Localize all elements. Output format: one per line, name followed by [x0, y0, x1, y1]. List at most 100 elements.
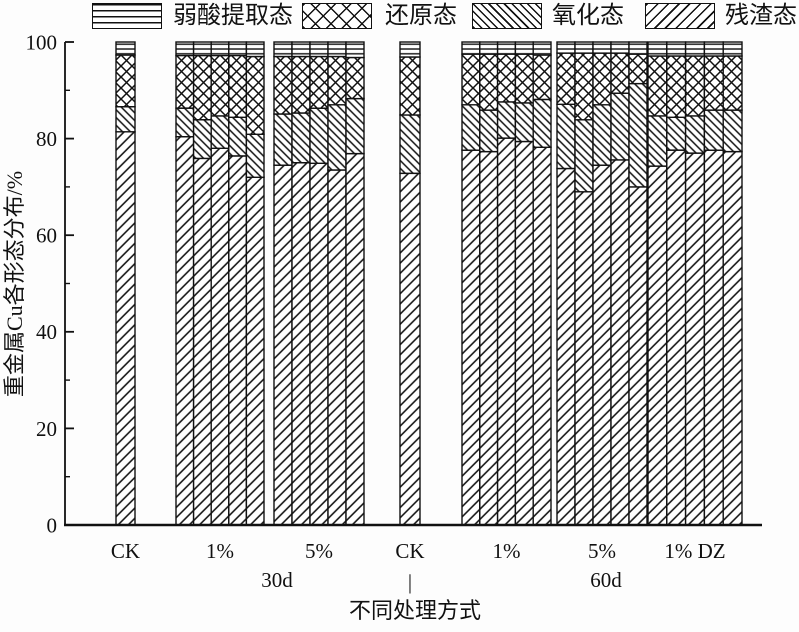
bar-segment-weak_acid [496, 41, 517, 55]
bar-segment-oxidizable [228, 116, 248, 157]
y-tick-label: 80 [36, 127, 57, 151]
bar-segment-reducible [245, 55, 265, 136]
bar-segment-oxidizable [192, 119, 212, 160]
bar-segment-residual [574, 190, 594, 526]
bar-segment-residual [592, 164, 612, 526]
bar-segment-reducible [273, 55, 293, 115]
bar-segment-reducible [327, 55, 347, 106]
legend-label-oxidizable: 氧化态 [552, 3, 624, 29]
bar-segment-weak_acid [532, 41, 552, 56]
bar-segment-reducible [479, 53, 499, 111]
bar-segment-oxidizable [684, 115, 706, 154]
bar-segment-residual [628, 186, 648, 526]
bar-segment-weak_acid [461, 41, 481, 55]
bar-segment-oxidizable [610, 92, 630, 161]
period-label: 30d [261, 568, 293, 592]
bar-segment-reducible [228, 54, 248, 118]
axes-layer: CK 1% 5% CK 1% 5% 1% DZ 0 20 40 60 80 100 30d 60d [26, 30, 762, 592]
bar-segment-reducible [115, 54, 136, 108]
bar-segment-weak_acid [479, 41, 499, 55]
bar-segment-residual [309, 162, 329, 526]
bar-segment-residual [245, 176, 265, 526]
bar-segment-oxidizable [479, 109, 499, 153]
bar-segment-reducible [556, 52, 576, 105]
bar-segment-oxidizable [628, 82, 648, 188]
bar-segment-residual [532, 146, 552, 526]
bar-segment-reducible [666, 55, 687, 118]
bar-segment-reducible [722, 55, 743, 111]
bar-segment-residual [666, 149, 687, 526]
bar-segment-weak_acid [399, 41, 421, 58]
bar-segment-weak_acid [556, 41, 576, 54]
bar-segment-residual [291, 162, 311, 526]
bar-segment-oxidizable [666, 116, 687, 151]
bar-segment-residual [461, 149, 481, 526]
bar-segment-residual [479, 150, 499, 526]
x-axis-title: 不同处理方式 [349, 598, 481, 623]
bar-segment-residual [610, 159, 630, 526]
bar-segment-reducible [514, 53, 534, 104]
bar-segment-reducible [647, 55, 668, 117]
bar-segment-oxidizable [496, 101, 517, 139]
bar-segment-residual [703, 149, 724, 526]
bar-segment-reducible [496, 53, 517, 103]
legend-label-weak_acid: 弱酸提取态 [173, 3, 293, 29]
bar-segment-weak_acid [228, 41, 248, 57]
y-tick-label: 40 [36, 320, 57, 344]
bar-segment-weak_acid [628, 41, 648, 55]
axis-center-marker: | [408, 570, 412, 594]
bar-segment-residual [722, 150, 743, 526]
bar-segment-residual [556, 167, 576, 526]
bar-segment-residual [647, 165, 668, 526]
bar-segment-reducible [574, 52, 594, 121]
bar-segment-residual [496, 137, 517, 526]
bar-segment-oxidizable [245, 133, 265, 179]
bar-segment-reducible [703, 55, 724, 111]
bar-segment-residual [399, 172, 421, 526]
x-group-label: 1% [206, 539, 234, 563]
bar-segment-residual [684, 152, 706, 526]
legend-swatch-oxidizable-pattern [472, 3, 542, 29]
bar-segment-residual [115, 131, 136, 526]
bar-segment-reducible [192, 54, 212, 121]
y-axis-title: 重金属Cu各形态分布/% [2, 171, 27, 397]
bar-segment-weak_acid [647, 41, 668, 57]
legend-swatch-residual-pattern [645, 3, 715, 29]
bar-segment-residual [345, 152, 365, 526]
y-tick-label: 100 [26, 30, 58, 54]
bar-segment-residual [273, 164, 293, 526]
bar-segment-residual [192, 157, 212, 526]
bar-segment-weak_acid [291, 41, 311, 58]
bar-segment-oxidizable [514, 102, 534, 143]
bar-segment-weak_acid [684, 41, 706, 57]
bar-segment-reducible [461, 53, 481, 106]
x-group-label: 1% [493, 539, 521, 563]
y-tick-label: 60 [36, 224, 57, 248]
bar-segment-weak_acid [514, 41, 534, 55]
legend-label-residual: 残渣态 [725, 3, 797, 29]
bar-segment-oxidizable [210, 115, 230, 150]
bar-segment-weak_acid [592, 41, 612, 54]
bar-segment-weak_acid [245, 41, 265, 58]
bar-segment-weak_acid [210, 41, 230, 57]
bar-segment-oxidizable [327, 104, 347, 171]
bar-segment-reducible [610, 52, 630, 94]
bar-segment-oxidizable [345, 97, 365, 155]
x-group-label: 5% [588, 539, 616, 563]
x-group-label: CK [111, 539, 140, 563]
bar-segment-weak_acid [574, 41, 594, 54]
bar-segment-residual [514, 140, 534, 526]
bars-layer [115, 41, 743, 526]
bar-segment-weak_acid [192, 41, 212, 57]
bar-segment-reducible [532, 54, 552, 101]
bar-segment-oxidizable [461, 104, 481, 151]
bar-segment-weak_acid [273, 41, 293, 58]
bar-segment-oxidizable [532, 98, 552, 148]
bar-segment-residual [228, 155, 248, 526]
bar-segment-oxidizable [592, 104, 612, 166]
bar-segment-weak_acid [175, 41, 195, 57]
y-tick-label: 20 [36, 417, 57, 441]
bar-segment-reducible [684, 55, 706, 117]
bar-segment-oxidizable [703, 109, 724, 151]
